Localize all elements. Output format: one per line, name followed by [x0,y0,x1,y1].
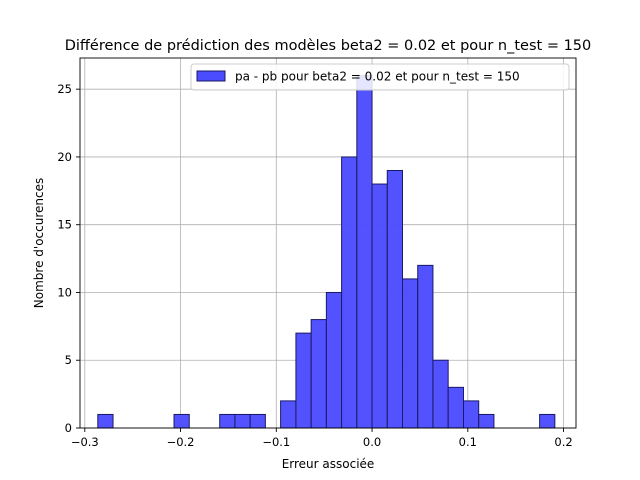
plot-frame [79,57,577,429]
x-tick-label: −0.1 [262,435,290,449]
histogram-bar [432,359,449,429]
x-tick-label: −0.3 [71,435,99,449]
y-tick-label: 0 [65,421,72,435]
chart-title: Différence de prédiction des modèles bet… [65,38,592,54]
y-tick-label: 25 [57,82,72,96]
histogram-bar [356,75,373,429]
legend: pa - pb pour beta2 = 0.02 et pour n_test… [190,63,570,91]
y-tick-label: 5 [65,353,72,367]
y-tick-label: 15 [57,218,72,232]
x-tick-label: 0.2 [554,435,572,449]
x-axis-label: Erreur associée [282,457,375,471]
histogram-bar [97,413,114,429]
histogram-bar [341,156,358,429]
histogram-bar [539,413,556,429]
x-axis-ticks: −0.3 −0.2 −0.1 0.0 0.1 0.2 [71,428,573,449]
legend-swatch [196,70,226,82]
histogram-bar [478,413,495,429]
x-tick-label: −0.2 [167,435,195,449]
histogram-bar [234,413,251,429]
y-axis-label: Nombre d'occurences [32,178,46,308]
histogram-bar [462,400,480,429]
y-axis-ticks: 0 5 10 15 20 25 [57,82,80,435]
histogram-bar [447,386,464,429]
histogram-bar [371,183,388,429]
histogram-bar [325,291,343,429]
histogram-bar [310,319,327,429]
histogram-bar [280,400,297,429]
histogram-bar [295,332,312,429]
y-tick-label: 20 [57,150,72,164]
grid-lines [80,58,576,429]
x-tick-label: 0.0 [363,435,381,449]
legend-label: pa - pb pour beta2 = 0.02 et pour n_test… [235,70,520,84]
histogram-bar [173,413,190,429]
histogram-bar [401,278,419,429]
histogram-bar [386,169,403,429]
histogram-bar [219,413,236,429]
x-tick-label: 0.1 [459,435,477,449]
legend-box [190,63,570,91]
y-tick-label: 10 [57,285,72,299]
histogram-bar [417,264,434,429]
histogram-bar [249,413,266,429]
